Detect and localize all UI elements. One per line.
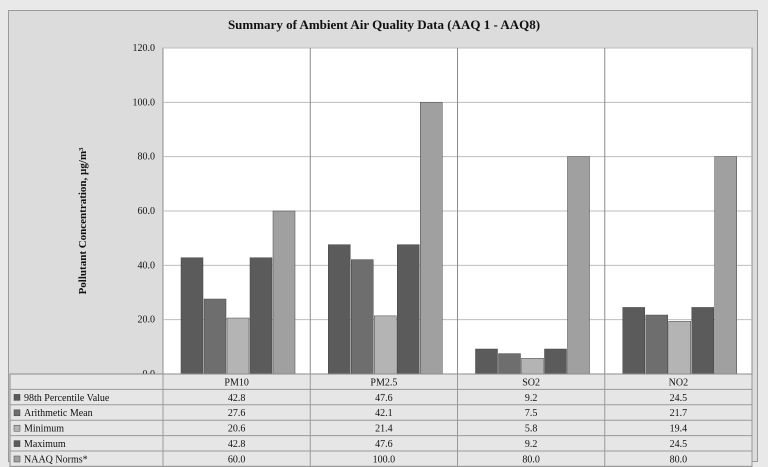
legend-entry: Maximum [24,439,66,450]
x-category-label: SO2 [522,377,540,388]
y-tick-label: 20.0 [138,315,156,326]
data-value-label: 9.2 [525,393,538,404]
legend-entry: Minimum [24,424,64,435]
bar [397,244,420,375]
data-value-label: 47.6 [375,393,393,404]
data-value-label: 19.4 [670,424,688,435]
data-value-label: 7.5 [525,408,538,419]
x-category-label: PM2.5 [370,377,397,388]
bar [249,257,273,375]
bar [203,298,227,375]
bar [521,357,544,375]
data-value-label: 47.6 [375,439,393,450]
legend-swatch [13,424,21,432]
bar [714,156,737,375]
bar [272,210,296,375]
data-value-label: 21.4 [375,424,393,435]
bar [351,259,374,375]
bar [226,317,250,375]
data-value-label: 80.0 [522,454,540,465]
data-value-label: 21.7 [670,408,688,419]
data-value-label: 80.0 [670,454,688,465]
y-tick-label: 80.0 [138,152,156,163]
data-value-label: 9.2 [525,439,538,450]
data-value-label: 100.0 [373,454,396,465]
x-category-label: NO2 [669,377,688,388]
data-value-label: 20.6 [228,424,246,435]
y-tick-label: 120.0 [133,43,156,54]
bar [180,257,204,375]
data-value-label: 24.5 [670,439,688,450]
legend-entry: 98th Percentile Value [24,393,110,404]
bar [420,102,443,375]
legend-swatch [13,455,21,463]
chart-title: Summary of Ambient Air Quality Data (AAQ… [227,17,541,32]
legend-swatch [13,440,21,447]
legend-entry: NAAQ Norms* [24,454,88,465]
data-value-label: 42.8 [228,439,246,450]
legend-swatch [13,409,21,417]
y-tick-label: 100.0 [133,97,156,108]
bar [475,348,498,375]
legend-entry: Arithmetic Mean [24,408,93,419]
legend-swatch [13,394,21,401]
bar [668,321,691,375]
data-value-label: 60.0 [228,454,246,465]
y-tick-label: 40.0 [138,260,156,271]
y-tick-label: 60.0 [138,206,156,217]
bar [328,244,351,375]
data-value-label: 27.6 [228,408,246,419]
bar [691,307,714,375]
data-value-label: 5.8 [525,424,538,435]
data-value-label: 24.5 [670,393,688,404]
x-category-label: PM10 [224,377,248,388]
bar [544,348,567,375]
bar [645,314,668,375]
bar [622,307,645,375]
bar [567,156,590,375]
bar [374,315,397,375]
data-value-label: 42.8 [228,393,246,404]
data-value-label: 42.1 [375,408,393,419]
bar [498,353,521,375]
